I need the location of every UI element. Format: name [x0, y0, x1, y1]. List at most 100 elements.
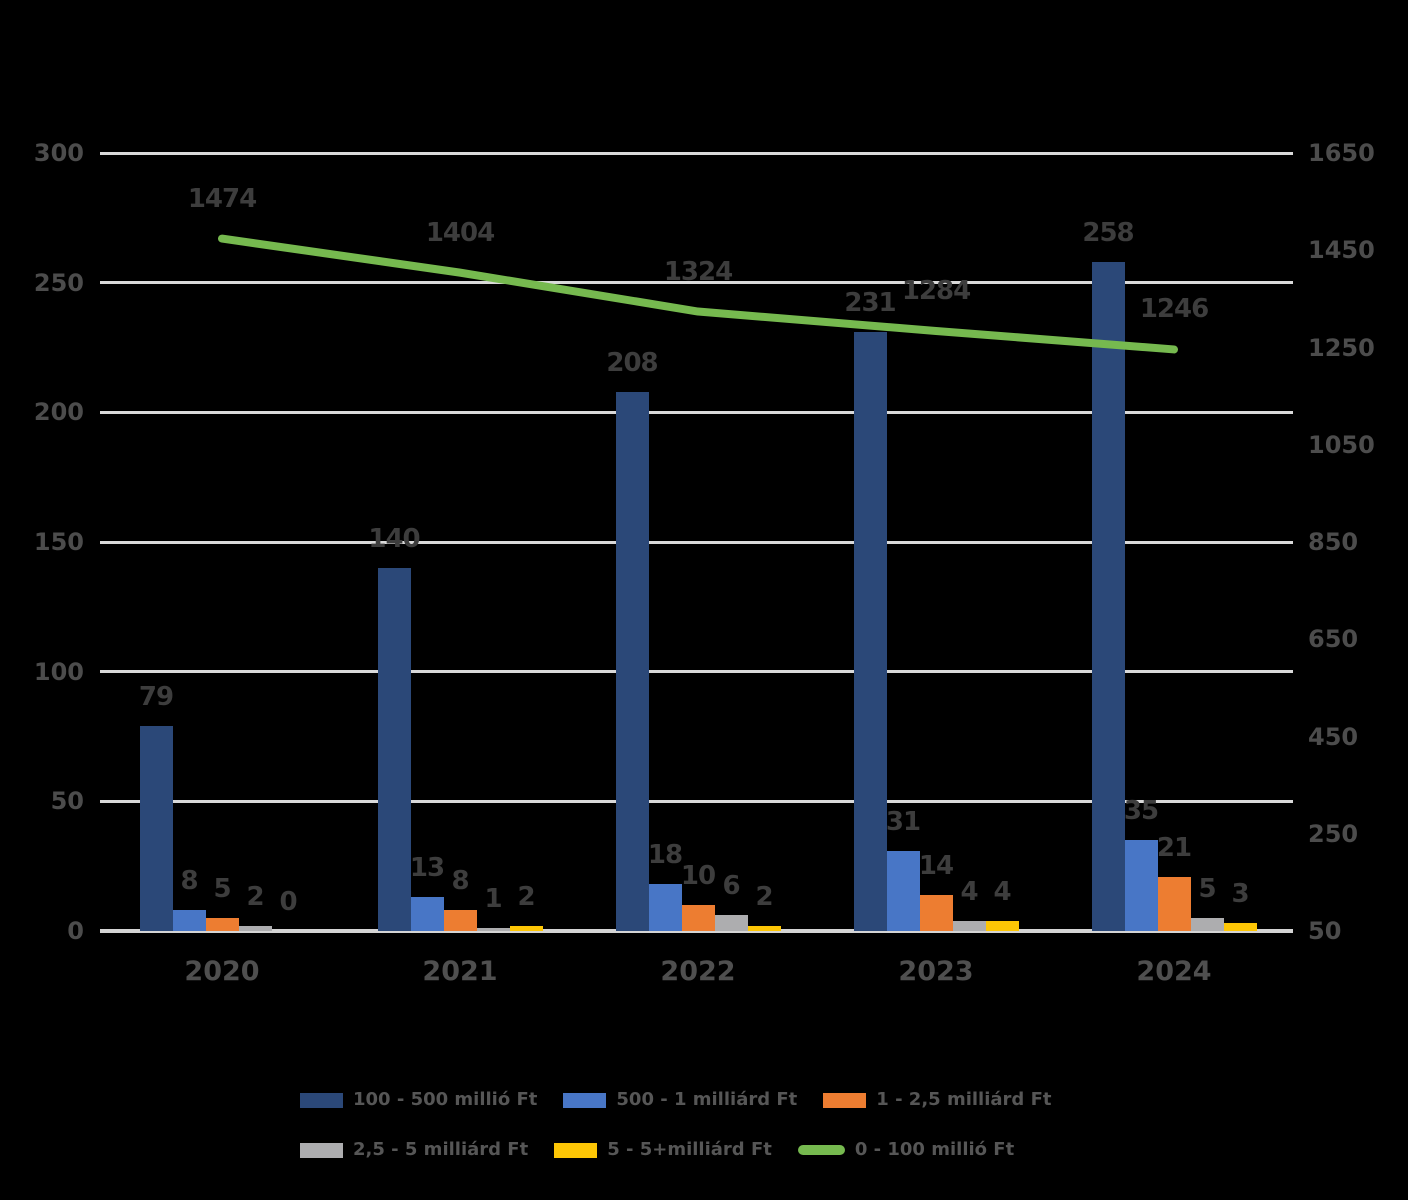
- bar: [377, 567, 411, 931]
- legend-label: 5 - 5+milliárd Ft: [607, 1139, 772, 1160]
- bar: [509, 925, 543, 931]
- bar: [648, 884, 682, 931]
- bar-value-label: 0: [279, 887, 297, 917]
- gridline: [100, 799, 1293, 803]
- legend-label: 100 - 500 millió Ft: [353, 1089, 538, 1110]
- legend-color-swatch: [563, 1092, 607, 1108]
- right-axis-tick: 1050: [1308, 430, 1375, 459]
- legend-color-swatch: [300, 1142, 343, 1158]
- bar-value-label: 5: [1198, 874, 1216, 905]
- legend-item: 5 - 5+milliárd Ft: [554, 1139, 772, 1161]
- left-axis-tick: 50: [50, 787, 84, 816]
- bar-value-label: 31: [885, 806, 921, 837]
- bar: [1091, 261, 1125, 931]
- bar-value-label: 1: [484, 884, 502, 915]
- right-axis-tick: 1250: [1308, 333, 1375, 362]
- left-axis-tick: 0: [67, 917, 84, 945]
- bar: [476, 928, 510, 931]
- legend-item: 0 - 100 millió Ft: [797, 1139, 1015, 1161]
- right-axis-tick: 50: [1308, 917, 1342, 945]
- line-value-label: 1474: [187, 183, 257, 214]
- bar-value-label: 18: [647, 840, 683, 871]
- legend-item: 2,5 - 5 milliárd Ft: [300, 1139, 528, 1161]
- year-label: 2021: [422, 956, 498, 987]
- bar: [1223, 923, 1257, 931]
- right-axis-tick: 850: [1308, 528, 1359, 556]
- bar: [1124, 840, 1158, 931]
- legend-color-swatch: [300, 1092, 343, 1108]
- bar-value-label: 2: [246, 881, 264, 912]
- legend-item: 500 - 1 milliárd Ft: [563, 1089, 797, 1111]
- legend-label: 1 - 2,5 milliárd Ft: [876, 1089, 1052, 1110]
- bar-value-label: 2: [517, 881, 535, 912]
- bar-value-label: 8: [180, 866, 198, 897]
- bar: [410, 897, 444, 931]
- bar-value-label: 13: [409, 853, 445, 884]
- bar: [238, 925, 272, 931]
- bar: [172, 910, 206, 931]
- bar-value-label: 21: [1156, 832, 1192, 863]
- gridline: [100, 670, 1293, 674]
- bar-value-label: 79: [138, 682, 174, 713]
- bar: [919, 894, 953, 931]
- bar-value-label: 231: [844, 287, 896, 318]
- bar-value-label: 14: [918, 850, 954, 881]
- right-axis-tick: 450: [1308, 722, 1359, 751]
- bar: [615, 391, 649, 931]
- year-label: 2020: [184, 956, 260, 987]
- bar-value-label: 258: [1082, 217, 1134, 248]
- bar-value-label: 4: [993, 876, 1011, 907]
- gridline: [100, 151, 1293, 155]
- year-label: 2023: [898, 956, 974, 987]
- legend-item: 100 - 500 millió Ft: [300, 1089, 537, 1111]
- bar: [681, 905, 715, 931]
- bar-value-label: 4: [960, 876, 978, 907]
- legend-label: 0 - 100 millió Ft: [854, 1139, 1015, 1160]
- left-axis-tick: 300: [33, 139, 84, 167]
- bar-value-label: 208: [606, 347, 658, 378]
- gridline: [100, 540, 1293, 544]
- bar: [886, 850, 920, 931]
- line-value-label: 1246: [1139, 294, 1209, 325]
- bar-value-label: 10: [680, 861, 716, 892]
- left-axis-tick: 200: [33, 398, 84, 427]
- legend-row: 2,5 - 5 milliárd Ft 5 - 5+milliárd Ft 0 - …: [300, 1139, 1014, 1161]
- bar: [205, 918, 239, 931]
- legend-item: 1 - 2,5 milliárd Ft: [823, 1089, 1051, 1111]
- right-axis-tick: 250: [1308, 819, 1359, 848]
- left-axis-tick: 250: [33, 268, 84, 297]
- right-axis-tick: 650: [1308, 625, 1359, 654]
- x-axis-baseline: [100, 929, 1293, 933]
- left-axis-tick: 150: [33, 528, 84, 556]
- line-value-label: 1284: [901, 275, 971, 306]
- bar: [1190, 918, 1224, 931]
- year-label: 2024: [1136, 956, 1212, 987]
- bar: [985, 920, 1019, 931]
- bar-value-label: 6: [722, 871, 740, 902]
- legend-color-swatch: [554, 1142, 598, 1158]
- bar-value-label: 3: [1231, 879, 1249, 910]
- legend-color-swatch: [823, 1092, 867, 1108]
- bar: [139, 726, 173, 931]
- bar: [1157, 876, 1191, 931]
- legend-line-swatch: [797, 1145, 845, 1155]
- bar-value-label: 5: [213, 874, 231, 905]
- legend-label: 500 - 1 milliárd Ft: [616, 1089, 798, 1110]
- line-value-label: 1404: [425, 217, 495, 248]
- line-value-label: 1324: [663, 256, 733, 287]
- legend-row: 100 - 500 millió Ft 500 - 1 milliárd Ft 1 …: [300, 1089, 1051, 1111]
- right-axis-tick: 1650: [1308, 139, 1375, 167]
- bar: [952, 920, 986, 931]
- bar: [714, 915, 748, 931]
- bar: [747, 925, 781, 931]
- left-axis-tick: 100: [33, 657, 84, 686]
- trend-line: [218, 234, 1178, 354]
- bar-value-label: 8: [451, 866, 469, 897]
- legend-label: 2,5 - 5 milliárd Ft: [353, 1139, 529, 1160]
- bar: [443, 910, 477, 931]
- bar: [853, 331, 887, 931]
- year-label: 2022: [660, 956, 736, 987]
- bar-value-label: 140: [368, 523, 420, 554]
